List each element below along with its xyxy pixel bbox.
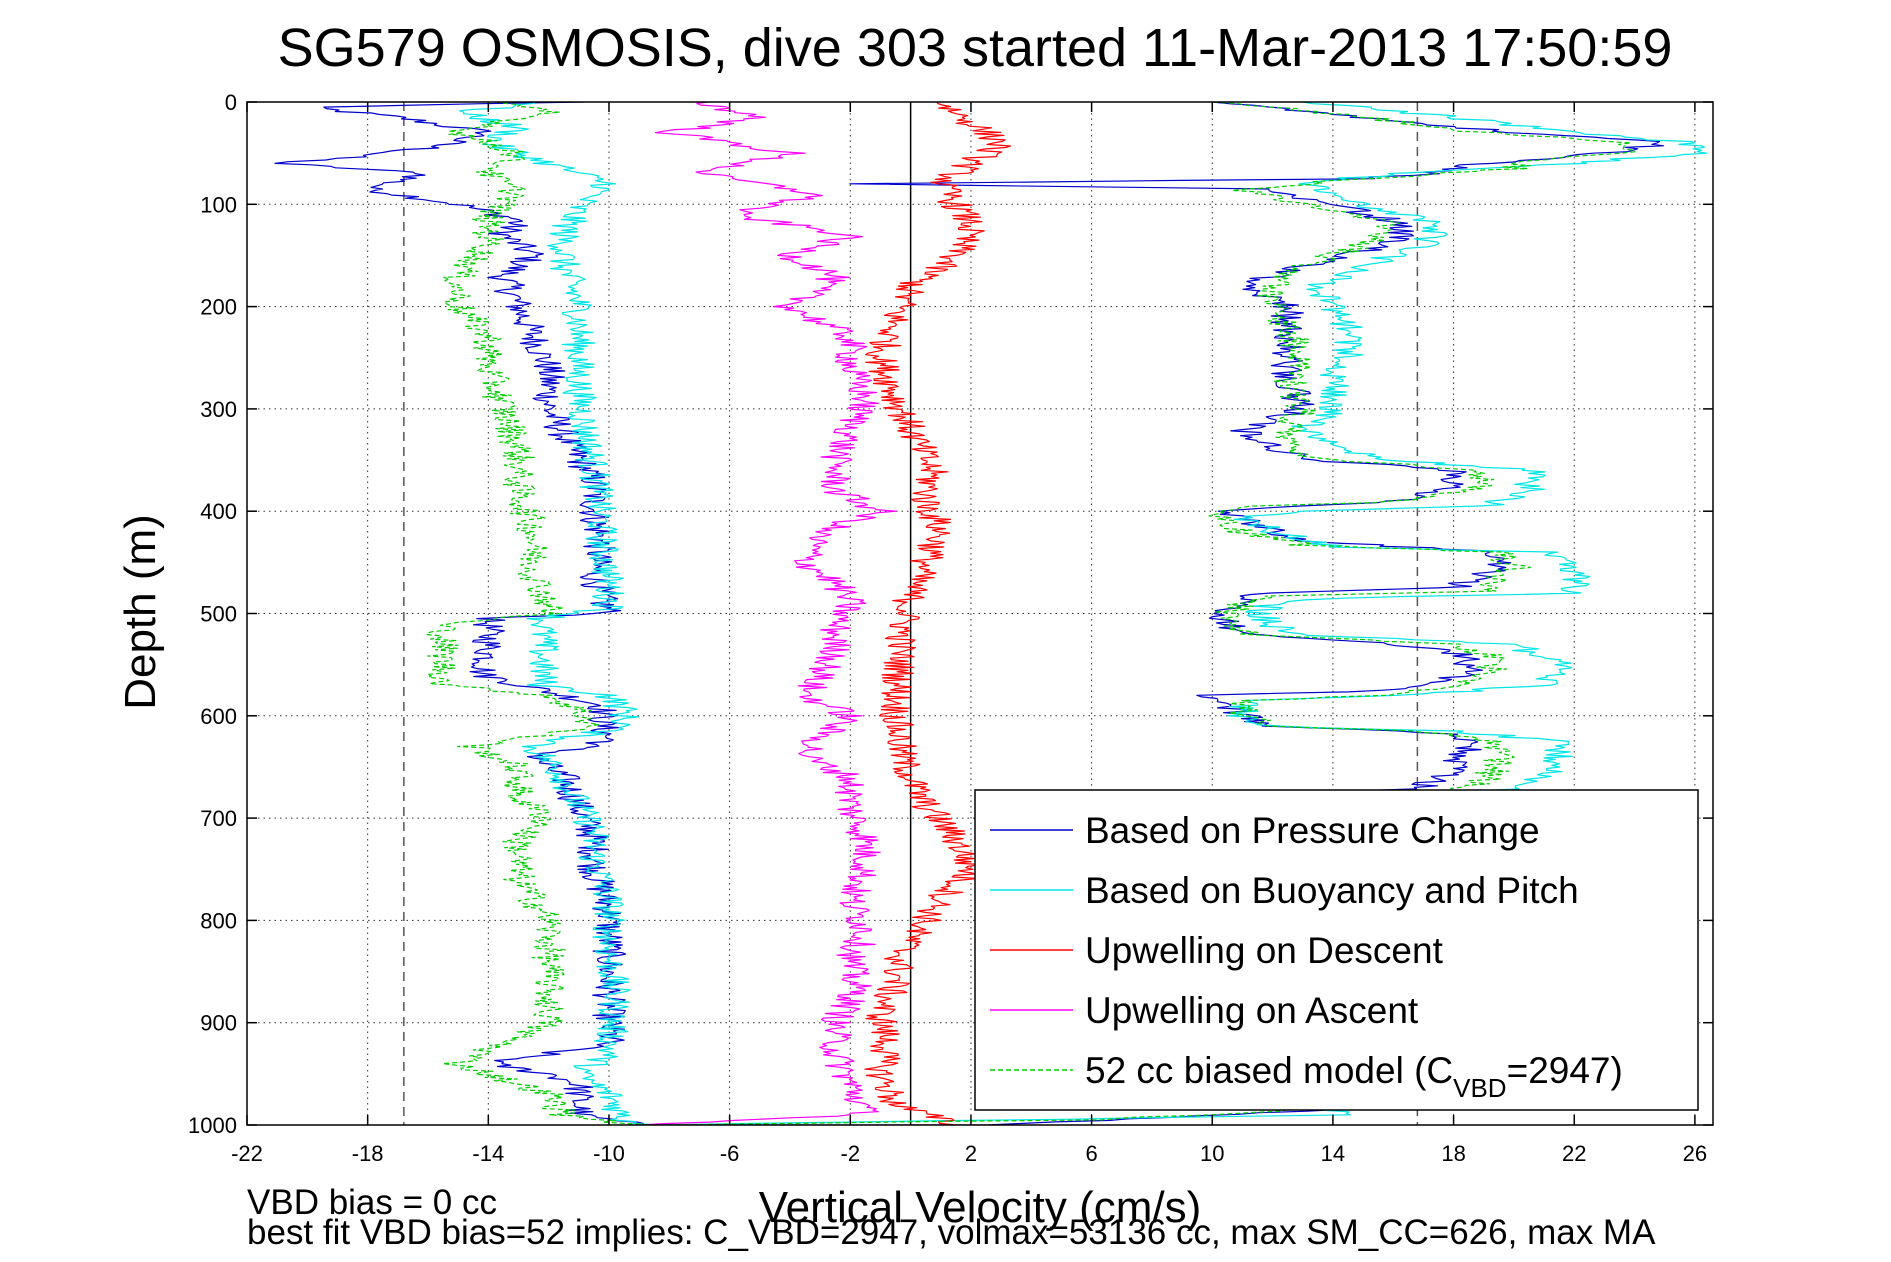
y-tick-label: 600 — [200, 704, 237, 729]
x-tick-label: 26 — [1683, 1141, 1707, 1166]
y-tick-label: 900 — [200, 1011, 237, 1036]
y-tick-label: 0 — [225, 90, 237, 115]
chart-title: SG579 OSMOSIS, dive 303 started 11-Mar-2… — [278, 18, 1673, 78]
x-tick-label: -6 — [720, 1141, 740, 1166]
footer-line-2: best fit VBD bias=52 implies: C_VBD=2947… — [247, 1213, 1656, 1252]
x-tick-label: 14 — [1321, 1141, 1345, 1166]
x-tick-label: 6 — [1085, 1141, 1097, 1166]
x-tick-label: 10 — [1200, 1141, 1224, 1166]
legend: Based on Pressure Change Based on Buoyanc… — [974, 789, 1699, 1111]
y-tick-label: 500 — [200, 602, 237, 627]
y-axis-ticks: 0 100 200 300 400 500 600 700 800 900 1000 — [188, 90, 1713, 1138]
y-axis-label: Depth (m) — [116, 514, 165, 710]
y-tick-label: 800 — [200, 908, 237, 933]
series-line-2 — [864, 102, 1012, 1125]
series-line-4 — [426, 102, 1636, 1125]
y-tick-label: 400 — [200, 499, 237, 524]
x-tick-label: -10 — [593, 1141, 625, 1166]
x-tick-label: -14 — [472, 1141, 504, 1166]
y-tick-label: 300 — [200, 397, 237, 422]
legend-label: Upwelling on Descent — [1085, 930, 1444, 971]
legend-label: Based on Buoyancy and Pitch — [1085, 870, 1579, 911]
x-tick-label: 18 — [1441, 1141, 1465, 1166]
x-tick-label: -18 — [352, 1141, 384, 1166]
x-tick-label: -2 — [841, 1141, 861, 1166]
legend-label: Upwelling on Ascent — [1085, 990, 1419, 1031]
x-tick-label: 22 — [1562, 1141, 1586, 1166]
x-tick-label: 2 — [965, 1141, 977, 1166]
x-axis-ticks: -22 -18 -14 -10 -6 -2 2 6 10 14 18 22 26 — [231, 102, 1707, 1166]
series-line-3 — [639, 102, 897, 1125]
footer-line-1: VBD bias = 0 cc — [247, 1183, 497, 1222]
legend-label: Based on Pressure Change — [1085, 810, 1540, 851]
x-tick-label: -22 — [231, 1141, 263, 1166]
legend-box — [974, 789, 1699, 1111]
y-tick-label: 200 — [200, 295, 237, 320]
reference-lines — [403, 102, 1419, 1125]
y-tick-label: 100 — [200, 192, 237, 217]
y-tick-label: 1000 — [188, 1113, 237, 1138]
y-tick-label: 700 — [200, 806, 237, 831]
x-axis-label: Vertical Velocity (cm/s) — [759, 1183, 1202, 1232]
